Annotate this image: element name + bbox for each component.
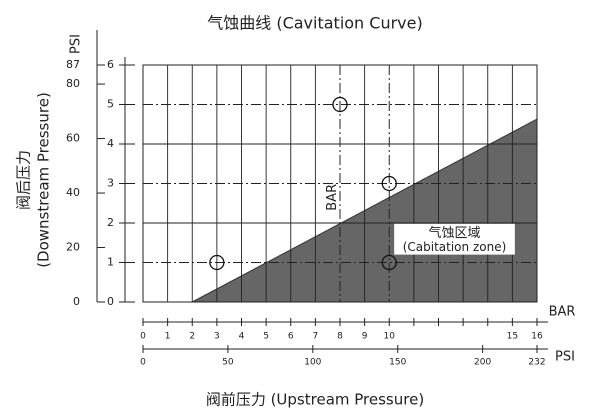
x-tick-label: 0	[140, 332, 146, 342]
x2-unit: PSI	[555, 350, 575, 365]
x2-tick-label: 200	[474, 358, 491, 368]
x-tick-label: 10	[384, 332, 396, 342]
y2-tick-label: 60	[66, 132, 80, 145]
y-tick-label: 3	[107, 177, 114, 190]
x-unit: BAR	[549, 305, 576, 320]
y2-unit: PSI	[69, 34, 84, 54]
plot-border	[142, 64, 538, 303]
zone-label-box	[394, 223, 515, 255]
x-tick-label: 2	[189, 332, 195, 342]
x2-tick-label: 50	[222, 358, 234, 368]
x-tick-label: 6	[288, 332, 294, 342]
y2-tick-label: 20	[66, 241, 80, 254]
x-axis-title: 阀前压力 (Upstream Pressure)	[206, 391, 424, 409]
x-tick-label: 7	[313, 332, 319, 342]
y2-tick-label: 40	[66, 186, 80, 199]
y-tick-label: 6	[107, 58, 114, 71]
point	[381, 254, 397, 271]
y2-tick-label: 0	[73, 295, 80, 308]
y-tick-label: 2	[107, 216, 114, 229]
x-tick-label: 8	[337, 332, 343, 342]
y-tick-label: 1	[107, 256, 114, 269]
x2-tick-label: 100	[304, 358, 321, 368]
x-tick-label: 16	[531, 332, 543, 342]
point	[381, 175, 397, 192]
x2-tick-label: 0	[140, 358, 146, 368]
y-tick-label: 4	[107, 137, 114, 150]
x-tick-label: 15	[507, 332, 518, 342]
chart-title: 气蚀曲线 (Cavitation Curve)	[207, 14, 422, 33]
y2-tick-label: 80	[66, 77, 80, 90]
y-axis-title: 阀后压力	[15, 150, 33, 210]
y-axis-title: (Downstream Pressure)	[35, 92, 53, 268]
x-tick-label: 3	[214, 332, 220, 342]
y-tick-label: 5	[107, 98, 114, 111]
x-tick-label: 4	[239, 332, 245, 342]
x-tick-label: 5	[263, 332, 269, 342]
y2-tick-label: 87	[66, 58, 80, 71]
x2-tick-label: 232	[528, 358, 545, 368]
x-tick-label: 1	[165, 332, 171, 342]
point	[332, 96, 348, 113]
zone-label: (Cabitation zone)	[403, 240, 507, 254]
y-tick-label: 0	[107, 295, 114, 308]
zone-label: 气蚀区域	[428, 225, 480, 241]
point	[209, 254, 225, 271]
x2-tick-label: 150	[389, 358, 406, 368]
plot-annotation: BAR	[325, 184, 340, 211]
x-tick-label: 9	[362, 332, 368, 342]
